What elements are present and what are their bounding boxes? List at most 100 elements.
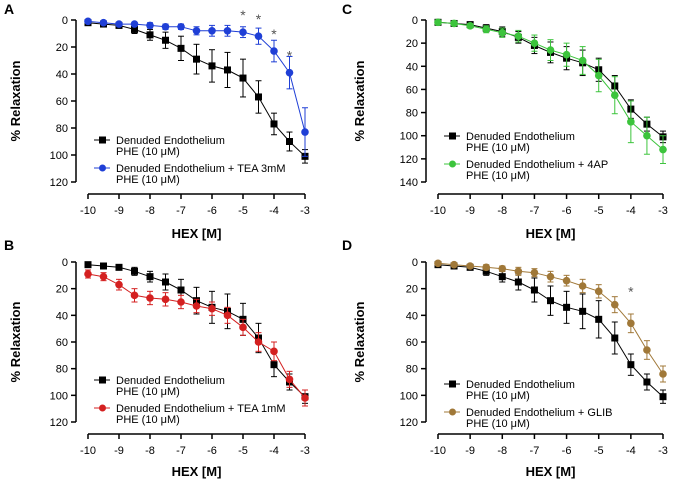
data-point-circle [530,39,539,47]
x-tick-label: -5 [594,445,604,457]
legend-label: Denuded Endothelium + 4AP [466,159,608,171]
data-point-circle [514,267,523,276]
data-point-circle [254,32,263,40]
x-tick-label: -7 [530,205,540,217]
x-tick-label: -9 [114,445,124,457]
data-point-circle [514,32,523,40]
panel-letter: C [342,1,352,17]
data-point-square [595,315,603,323]
series-treatment [84,17,309,157]
x-tick-label: -6 [562,445,572,457]
y-tick-label: 20 [56,42,68,54]
legend-sublabel: PHE (10 μM) [116,174,180,186]
x-tick-label: -5 [238,205,248,217]
data-point-square [208,62,216,70]
data-point-circle [546,272,555,281]
data-point-circle [643,131,651,140]
y-tick-label: 40 [406,61,418,73]
legend-sublabel: PHE (10 μM) [466,390,530,402]
data-point-square [131,25,138,33]
data-point-circle [578,282,587,290]
y-tick-label: 100 [50,390,68,402]
x-tick-label: -3 [658,445,668,457]
x-tick-label: -6 [562,205,572,217]
data-point-square [270,120,278,128]
x-tick-label: -8 [145,445,155,457]
significance-star: * [256,11,262,27]
x-tick-label: -4 [269,205,279,217]
legend-sublabel: PHE (10 μM) [466,170,530,182]
data-point-square [146,273,154,281]
data-point-circle [115,20,123,28]
data-point-square [255,93,262,101]
legend-marker-circle [99,164,106,172]
y-tick-label: 20 [406,284,418,296]
data-point-square [643,378,651,386]
legend-sublabel: PHE (10 μM) [466,142,530,154]
data-point-circle [239,28,247,36]
series-treatment [434,259,667,383]
data-point-circle [99,272,108,281]
significance-star: * [240,7,246,23]
panel-letter: B [4,237,14,253]
x-tick-label: -9 [465,205,475,217]
y-tick-label: 80 [56,364,68,376]
data-point-circle [482,25,491,34]
legend-sublabel: PHE (10 μM) [116,146,180,158]
data-point-circle [285,68,294,77]
legend-marker-circle [449,160,456,168]
data-point-square [84,261,92,269]
legend-sublabel: PHE (10 μM) [116,386,180,398]
data-point-square [270,361,278,369]
legend-label: Denuded Endothelium [466,131,575,143]
legend-label: Denuded Endothelium [116,135,225,147]
data-point-circle [546,46,555,54]
series-treatment [434,18,667,164]
x-axis-title: HEX [M] [172,226,222,241]
y-tick-label: 0 [62,257,68,269]
data-point-circle [578,56,587,65]
data-point-circle [161,22,170,31]
data-point-square [162,36,169,44]
y-tick-label: 0 [62,15,68,27]
x-tick-label: -9 [114,205,124,217]
data-point-square [100,262,107,270]
data-point-circle [146,21,154,30]
significance-star: * [628,284,634,300]
data-point-circle [498,264,507,273]
x-tick-label: -10 [430,205,446,217]
data-point-circle [192,27,201,35]
data-point-circle [659,370,667,378]
x-tick-label: -5 [594,205,604,217]
data-point-circle [610,300,619,309]
x-tick-label: -7 [530,445,540,457]
data-point-circle [161,295,170,304]
legend-label: Denuded Endothelium + TEA 1mM [116,403,285,415]
y-tick-label: 60 [56,337,68,349]
y-tick-label: 80 [406,364,418,376]
x-tick-label: -6 [207,445,217,457]
x-axis-title: HEX [M] [172,464,222,479]
data-point-square [239,74,247,82]
legend-label: Denuded Endothelium + TEA 3mM [116,163,285,175]
data-point-square [177,44,185,52]
data-point-circle [562,50,571,59]
x-tick-label: -9 [465,445,475,457]
x-tick-label: -4 [626,445,636,457]
y-tick-label: 40 [56,310,68,322]
y-axis-title: % Relaxation [352,301,367,382]
y-tick-label: 60 [406,84,418,96]
legend-sublabel: PHE (10 μM) [466,418,530,430]
panel-d: D 0 20 40 60 80 100 120 -10 -9 -8 -7 -6 -5 -4 -3 HEX [M]… [342,237,668,479]
legend-label: Denuded Endothelium + GLIB [466,407,612,419]
y-tick-label: 100 [400,390,418,402]
data-point-circle [627,319,635,328]
data-point-square [547,297,554,305]
data-point-circle [301,128,309,136]
x-tick-label: -8 [497,445,507,457]
data-point-circle [450,19,458,28]
data-point-square [177,286,185,294]
data-point-square [286,138,293,145]
data-point-circle [208,27,216,35]
